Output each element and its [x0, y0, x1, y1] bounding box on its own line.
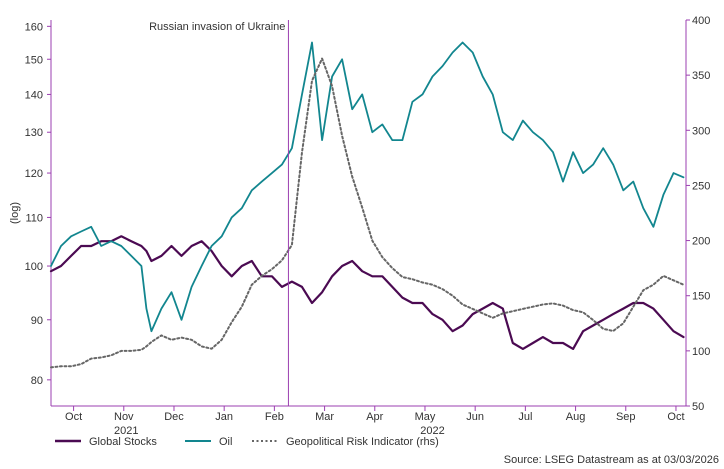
y-axis-label-left: (log): [9, 202, 21, 224]
y-left-tick-label: 100: [25, 261, 43, 273]
invasion-annotation: Russian invasion of Ukraine: [149, 21, 285, 33]
y-right-tick-label: 200: [692, 236, 710, 248]
x-year-label: 2022: [420, 425, 444, 437]
x-year-label: 2021: [114, 425, 138, 437]
y-right-tick-label: 50: [692, 401, 704, 413]
y-left-tick-label: 80: [31, 375, 43, 387]
y-left-tick-label: 90: [31, 315, 43, 327]
line-oil: [50, 41, 685, 333]
y-right-tick-label: 100: [692, 346, 710, 358]
x-tick-label: Sep: [616, 411, 636, 423]
y-left-tick-label: 160: [25, 21, 43, 33]
x-tick-label: Dec: [164, 411, 184, 423]
y-right-tick-label: 400: [692, 15, 710, 27]
x-tick-label: Oct: [667, 411, 684, 423]
legend-label-global-stocks: Global Stocks: [89, 436, 157, 448]
series-lines: [49, 41, 685, 369]
y-left-tick-label: 130: [25, 127, 43, 139]
line-gpr: [50, 57, 685, 369]
legend: Global Stocks Oil Geopolitical Risk Indi…: [55, 436, 439, 448]
x-tick-label: Feb: [265, 411, 284, 423]
y-right-tick-label: 300: [692, 125, 710, 137]
x-tick-label: Aug: [566, 411, 586, 423]
x-tick-label: Mar: [315, 411, 334, 423]
y-left-tick-label: 120: [25, 168, 43, 180]
y-left-tick-label: 150: [25, 54, 43, 66]
legend-label-gpr: Geopolitical Risk Indicator (rhs): [286, 436, 439, 448]
x-tick-label: Jul: [518, 411, 532, 423]
x-tick-label: Nov: [114, 411, 134, 423]
x-tick-label: Jan: [215, 411, 233, 423]
x-tick-label: Apr: [366, 411, 383, 423]
y-right-tick-label: 150: [692, 291, 710, 303]
x-tick-label: Oct: [65, 411, 82, 423]
x-tick-label: Jun: [466, 411, 484, 423]
axes: 80 90 100 110 120 130 140 150 160 50 100 150 200 250 3…: [25, 15, 711, 437]
source-note: Source: LSEG Datastream as at 03/03/2026: [504, 454, 719, 466]
y-left-tick-label: 110: [25, 212, 43, 224]
y-right-tick-label: 350: [692, 70, 710, 82]
y-left-tick-label: 140: [25, 89, 43, 101]
x-tick-label: May: [415, 411, 436, 423]
line-global-stocks: [49, 235, 685, 350]
y-right-tick-label: 250: [692, 180, 710, 192]
legend-label-oil: Oil: [219, 436, 232, 448]
